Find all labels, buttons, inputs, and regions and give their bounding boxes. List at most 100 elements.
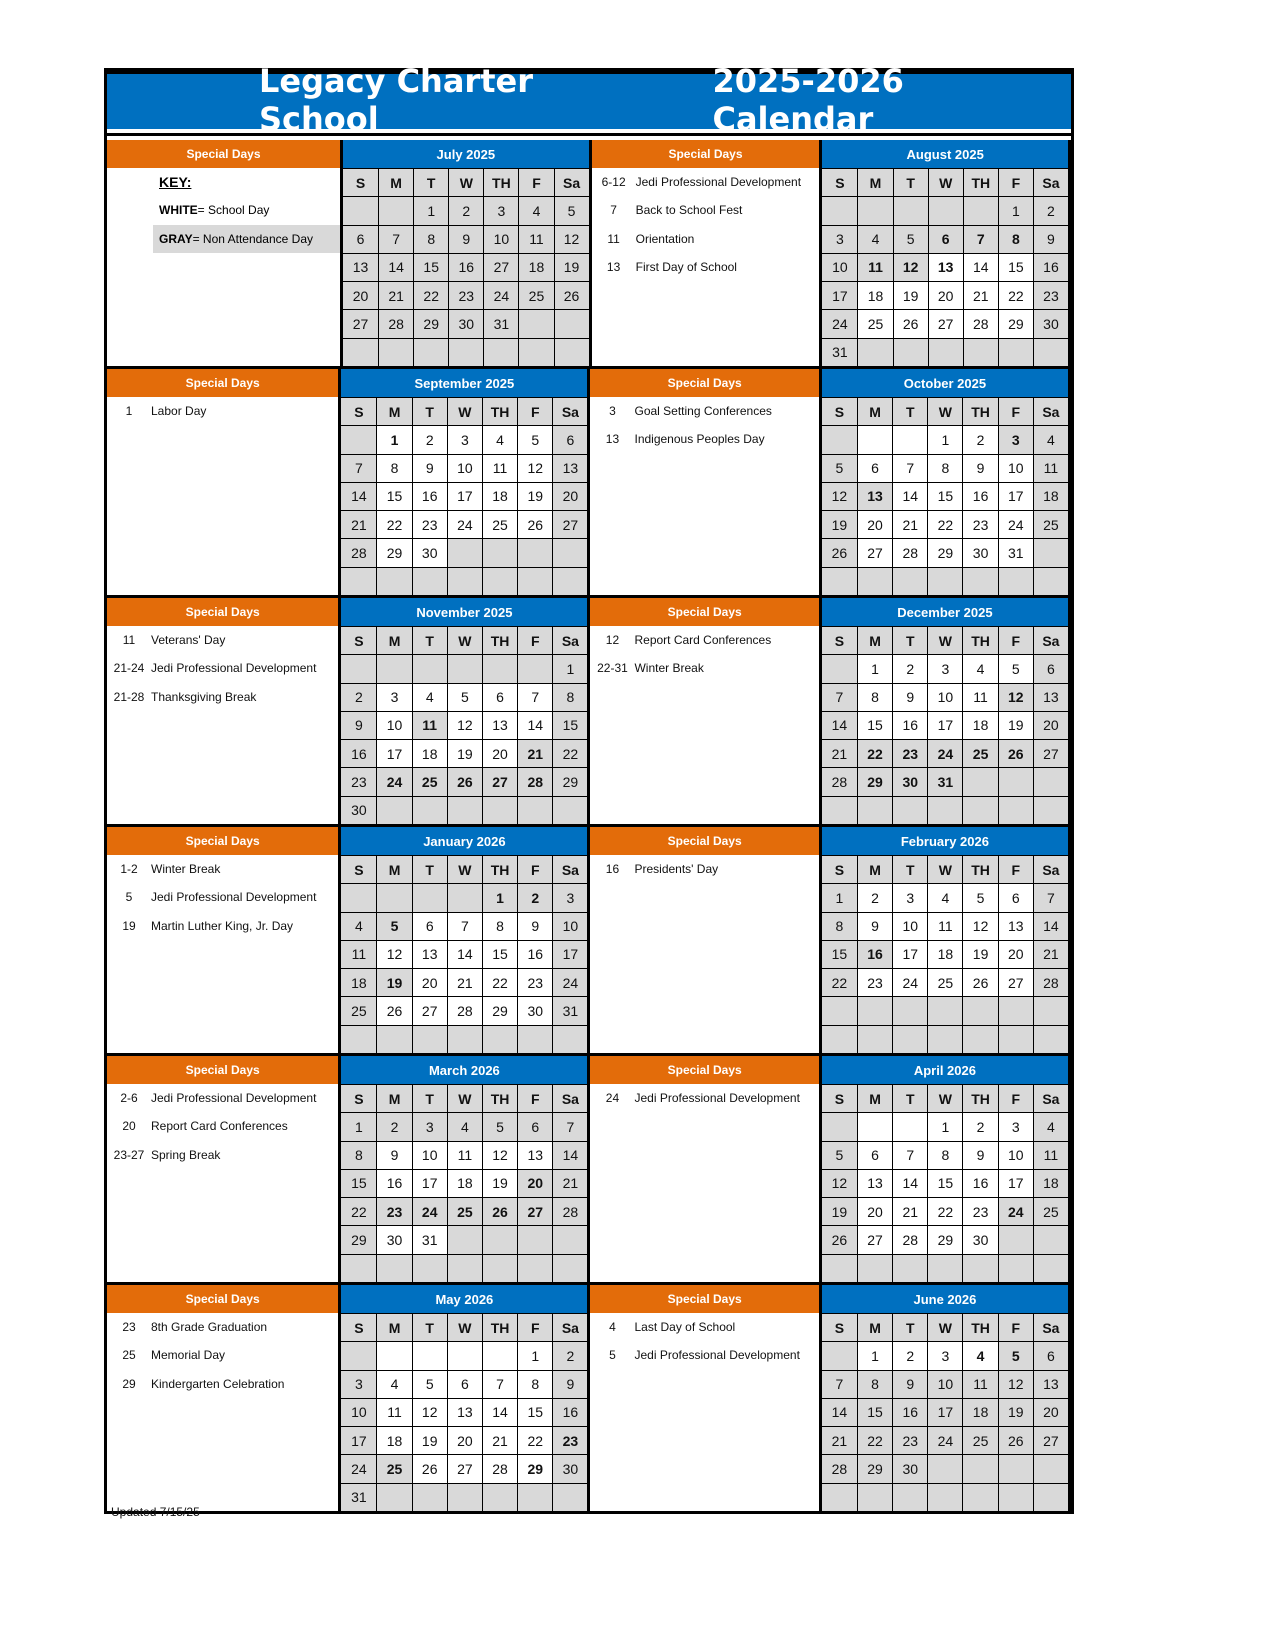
special-day-event: Indigenous Peoples Day <box>634 432 765 447</box>
weekday-label: M <box>857 168 893 197</box>
day-cell: 8 <box>997 224 1033 253</box>
week-row <box>821 1482 1068 1511</box>
day-cell: 28 <box>1032 968 1068 997</box>
day-cell <box>821 1112 857 1141</box>
day-cell: 5 <box>446 682 482 711</box>
day-cell: 6 <box>927 224 963 253</box>
day-cell: 21 <box>552 1168 588 1198</box>
day-cell: 24 <box>376 767 412 796</box>
day-cell <box>892 795 928 824</box>
weekday-header-row: S M T W TH F Sa <box>821 1313 1068 1342</box>
day-cell <box>892 196 928 225</box>
month-title: March 2026 <box>341 1056 588 1084</box>
day-cell: 1 <box>821 883 857 912</box>
day-cell: 22 <box>997 281 1033 310</box>
day-cell <box>927 1253 963 1282</box>
day-cell: 18 <box>927 939 963 969</box>
week-row: 12 13 14 15 16 17 18 <box>821 1168 1068 1198</box>
day-cell: 5 <box>997 1341 1033 1370</box>
day-cell: 29 <box>997 309 1033 338</box>
day-cell: 12 <box>411 1397 447 1427</box>
special-day-event: Jedi Professional Development <box>634 1348 800 1363</box>
weekday-label: T <box>892 1084 928 1113</box>
day-cell: 14 <box>962 252 998 282</box>
day-cell <box>997 337 1033 366</box>
day-cell: 23 <box>552 1426 588 1455</box>
month-title: August 2025 <box>822 140 1068 168</box>
special-day-event: Last Day of School <box>634 1320 736 1335</box>
day-cell: 15 <box>552 710 588 740</box>
week-row: 8 9 10 11 12 13 14 <box>341 1140 588 1169</box>
weekday-label: M <box>856 1313 893 1342</box>
key-title-row: KEY: <box>107 168 340 196</box>
weekday-label: T <box>411 1084 447 1113</box>
week-row: 26 27 28 29 30 31 <box>821 538 1068 567</box>
weekday-label: F <box>517 1313 553 1342</box>
weekday-label: Sa <box>1032 626 1068 655</box>
day-cell: 9 <box>341 710 377 740</box>
weekday-label: Sa <box>552 1084 588 1113</box>
day-cell: 14 <box>552 1140 588 1169</box>
day-cell: 28 <box>821 1454 857 1483</box>
special-day-date: 2-6 <box>120 1091 138 1106</box>
week-row: 6 7 8 9 10 11 12 <box>343 224 589 253</box>
day-cell: 14 <box>341 481 377 511</box>
day-cell: 7 <box>481 1369 518 1398</box>
day-cell: 29 <box>413 309 449 338</box>
day-cell: 11 <box>927 911 963 940</box>
day-cell <box>411 883 447 912</box>
day-cell: 10 <box>411 1140 447 1169</box>
weekday-label: M <box>856 626 893 655</box>
day-cell: 22 <box>927 1197 963 1226</box>
day-cell: 30 <box>341 795 377 824</box>
special-day-event: Jedi Professional Development <box>151 890 317 905</box>
day-cell: 21 <box>892 510 928 539</box>
week-row <box>821 1024 1068 1053</box>
week-row: 24 25 26 27 28 29 30 <box>822 309 1068 338</box>
weekday-label: M <box>376 1313 412 1342</box>
weekday-label: F <box>997 626 1033 655</box>
day-cell: 1 <box>413 196 449 225</box>
day-cell <box>552 566 588 595</box>
day-cell: 16 <box>1032 252 1068 282</box>
day-cell: 2 <box>552 1341 588 1370</box>
day-cell: 13 <box>517 1140 553 1169</box>
day-cell: 20 <box>411 968 447 997</box>
weekday-label: Sa <box>1032 397 1068 426</box>
day-cell <box>341 654 377 683</box>
weekday-label: F <box>997 397 1033 426</box>
day-cell: 21 <box>517 739 553 768</box>
day-cell: 10 <box>927 1369 963 1398</box>
special-day-event: Jedi Professional Development <box>151 661 317 676</box>
day-cell: 23 <box>962 1197 998 1226</box>
day-cell: 8 <box>341 1140 377 1169</box>
day-cell: 30 <box>1032 309 1068 338</box>
day-cell: 21 <box>481 1426 518 1455</box>
day-cell: 19 <box>411 1426 447 1455</box>
day-cell <box>376 654 412 683</box>
day-cell: 25 <box>481 510 518 539</box>
day-cell: 15 <box>481 939 518 969</box>
month-section: Special Days KEY: WHITE = School Day GRAY =… <box>107 140 1071 366</box>
day-cell: 16 <box>341 739 377 768</box>
weekday-label: Sa <box>1032 855 1068 884</box>
day-cell: 14 <box>821 710 857 740</box>
day-cell: 24 <box>411 1197 447 1226</box>
day-cell: 16 <box>517 939 553 969</box>
day-cell <box>376 795 412 824</box>
week-row: 19 20 21 22 23 24 25 <box>821 510 1068 539</box>
day-cell <box>997 767 1033 796</box>
weekday-label: Sa <box>1032 1084 1068 1113</box>
day-cell <box>517 1253 553 1282</box>
day-cell <box>927 196 963 225</box>
special-day-date: 13 <box>605 432 620 447</box>
day-cell: 16 <box>448 252 484 282</box>
special-days-panel: Special Days 6-12 Jedi Professional Develo… <box>591 140 820 366</box>
day-cell: 17 <box>927 710 963 740</box>
day-cell: 7 <box>378 224 414 253</box>
day-cell: 19 <box>517 481 553 511</box>
day-cell: 1 <box>927 1112 963 1141</box>
day-cell: 27 <box>517 1197 553 1226</box>
day-cell: 7 <box>552 1112 588 1141</box>
weekday-label: S <box>821 626 857 655</box>
